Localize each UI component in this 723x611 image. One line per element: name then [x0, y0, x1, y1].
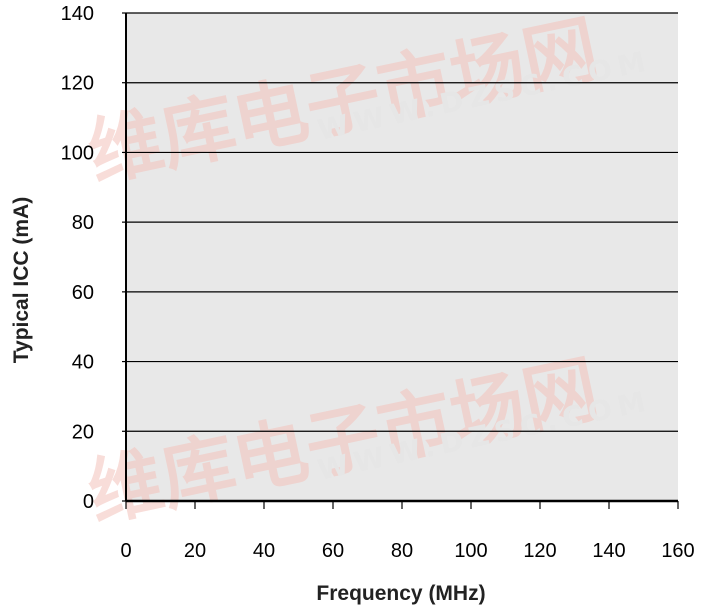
y-tick-label: 20 [72, 421, 94, 443]
x-axis-title: Frequency (MHz) [316, 582, 485, 605]
x-tick-label: 40 [253, 540, 275, 562]
y-axis-title: Typical ICC (mA) [10, 197, 33, 363]
y-tick-label: 120 [61, 73, 94, 95]
x-tick-label: 160 [661, 540, 694, 562]
x-tick-label: 100 [454, 540, 487, 562]
x-tick-label: 120 [523, 540, 556, 562]
plot-area [126, 13, 678, 501]
x-tick-label: 20 [184, 540, 206, 562]
x-tick-label: 140 [592, 540, 625, 562]
x-tick-label: 60 [322, 540, 344, 562]
y-tick-label: 80 [72, 212, 94, 234]
x-tick-label: 0 [120, 540, 131, 562]
y-tick-label: 40 [72, 352, 94, 374]
x-tick-labels: 0 20 40 60 80 100 120 140 160 [120, 540, 694, 562]
y-tick-labels: 0 20 40 60 80 100 120 140 [61, 3, 94, 513]
y-tick-label: 140 [61, 3, 94, 25]
x-tick-label: 80 [391, 540, 413, 562]
gridlines [126, 12, 678, 432]
axes [122, 12, 679, 509]
y-tick-label: 100 [61, 142, 94, 164]
y-tick-label: 60 [72, 282, 94, 304]
y-tick-label: 0 [83, 491, 94, 513]
